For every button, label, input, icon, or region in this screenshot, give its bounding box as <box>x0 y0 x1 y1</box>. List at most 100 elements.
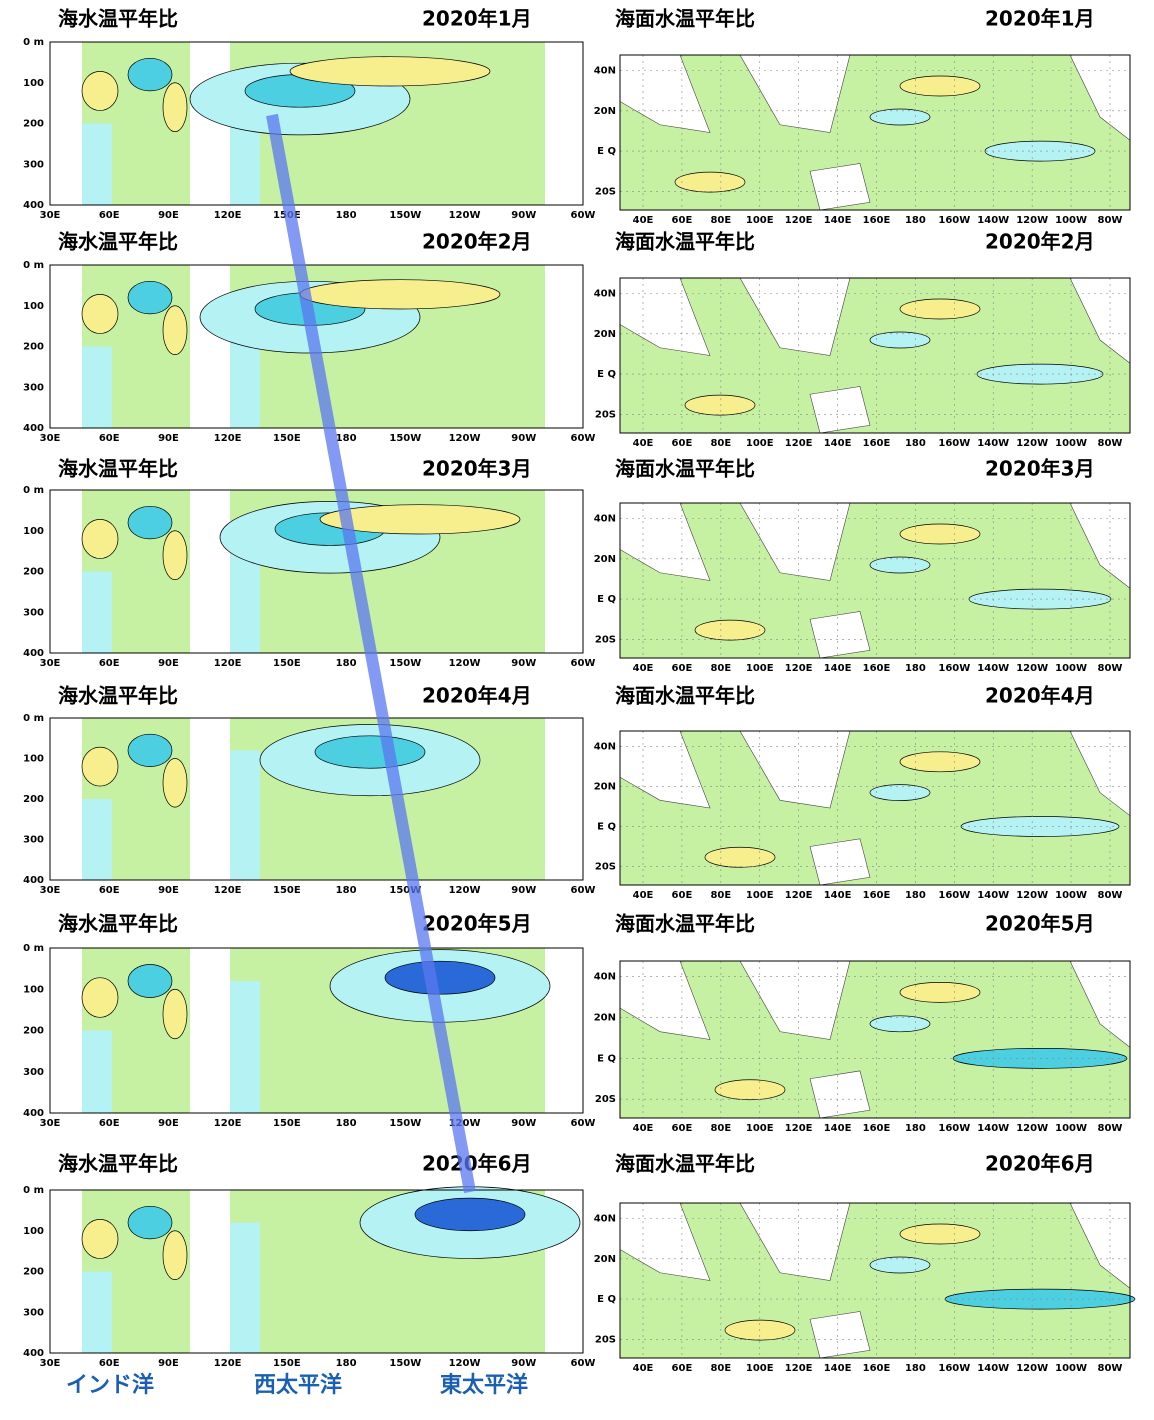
y-tick-label: 400 <box>23 423 44 434</box>
panel-date: 2020年1月 <box>422 7 532 31</box>
cold-blob <box>127 1205 173 1240</box>
cold-pool-core <box>414 1197 526 1232</box>
y-tick-label: 400 <box>23 875 44 886</box>
west-cold <box>230 1222 260 1353</box>
x-tick-label: 90E <box>158 885 179 896</box>
y-tick-label: 300 <box>23 1067 44 1078</box>
x-tick-label: 60E <box>672 438 693 449</box>
warm-anomaly <box>899 298 981 320</box>
indian-cold <box>82 799 112 880</box>
panel-date: 2020年4月 <box>985 684 1095 708</box>
sst-map <box>619 960 1131 1119</box>
x-tick-label: 80W <box>1098 1123 1123 1134</box>
panel-title: 海面水温平年比 <box>615 7 755 31</box>
cold-pool-core <box>314 735 426 769</box>
y-tick-label: 40N <box>594 972 616 983</box>
x-tick-label: 150W <box>389 1118 421 1129</box>
y-tick-label: 0 m <box>23 485 44 496</box>
x-tick-label: 40E <box>633 215 654 226</box>
cold-anomaly <box>869 556 931 574</box>
x-tick-label: 100W <box>1055 1123 1087 1134</box>
x-tick-label: 140W <box>977 663 1009 674</box>
frame <box>619 730 1131 886</box>
warm-anomaly <box>714 1079 786 1101</box>
x-tick-label: 40E <box>633 663 654 674</box>
sst-map <box>619 277 1131 434</box>
y-tick-label: 40N <box>594 66 616 77</box>
y-tick-label: 40N <box>594 514 616 525</box>
x-tick-label: 160E <box>863 890 891 901</box>
y-tick-label: 0 m <box>23 713 44 724</box>
x-tick-label: 140W <box>977 1123 1009 1134</box>
x-tick-label: 60E <box>99 658 120 669</box>
x-tick-label: 60W <box>571 1358 596 1369</box>
cold-blob <box>127 964 173 998</box>
x-tick-label: 180 <box>905 1123 926 1134</box>
land <box>619 54 1131 211</box>
x-tick-label: 120W <box>449 210 481 221</box>
x-tick-label: 30E <box>40 885 61 896</box>
frame <box>49 947 584 1114</box>
y-tick-label: 20S <box>595 409 616 420</box>
y-tick-label: 200 <box>23 119 44 130</box>
warm-blob <box>81 1218 119 1259</box>
y-tick-label: 300 <box>23 1307 44 1318</box>
y-tick-label: 0 m <box>23 1185 44 1196</box>
y-tick-label: 300 <box>23 607 44 618</box>
x-tick-label: 160E <box>863 663 891 674</box>
panel-date: 2020年1月 <box>985 7 1095 31</box>
x-tick-label: 160W <box>938 1363 970 1374</box>
frame <box>49 717 584 881</box>
panel-date: 2020年6月 <box>422 1152 532 1176</box>
y-tick-label: 100 <box>23 301 44 312</box>
x-tick-label: 60E <box>672 890 693 901</box>
west-cold <box>230 981 260 1113</box>
y-tick-label: 100 <box>23 1226 44 1237</box>
warm-band <box>289 56 491 87</box>
x-tick-label: 80E <box>710 890 731 901</box>
x-tick-label: 150W <box>389 658 421 669</box>
y-tick-label: E Q <box>597 821 616 832</box>
x-tick-label: 60E <box>99 885 120 896</box>
warm-blob <box>81 518 119 559</box>
x-tick-label: 100E <box>746 890 774 901</box>
cold-blob <box>127 505 173 540</box>
x-tick-label: 120W <box>449 658 481 669</box>
y-tick-label: 200 <box>23 1267 44 1278</box>
panel-title: 海面水温平年比 <box>615 684 755 708</box>
x-tick-label: 160W <box>938 215 970 226</box>
x-tick-label: 80E <box>710 663 731 674</box>
region-label: 東太平洋 <box>440 1372 528 1398</box>
y-tick-label: 40N <box>594 741 616 752</box>
x-tick-label: 60W <box>571 658 596 669</box>
y-tick-label: 100 <box>23 754 44 765</box>
x-tick-label: 120E <box>214 658 242 669</box>
x-tick-label: 100E <box>746 1363 774 1374</box>
x-tick-label: 60E <box>672 1363 693 1374</box>
y-tick-label: 200 <box>23 794 44 805</box>
y-tick-label: 400 <box>23 1348 44 1359</box>
y-tick-label: E Q <box>597 369 616 380</box>
x-tick-label: 90E <box>158 433 179 444</box>
x-tick-label: 120E <box>214 210 242 221</box>
warm-anomaly <box>694 619 766 641</box>
section-plot <box>49 947 584 1114</box>
sst-map <box>619 54 1131 211</box>
panel-title: 海水温平年比 <box>58 230 178 254</box>
x-tick-label: 90W <box>511 210 536 221</box>
x-tick-label: 160E <box>863 1123 891 1134</box>
x-tick-label: 140W <box>977 1363 1009 1374</box>
panel-date: 2020年2月 <box>422 230 532 254</box>
warm-anomaly <box>899 75 981 97</box>
x-tick-label: 100E <box>746 215 774 226</box>
x-tick-label: 120E <box>785 1363 813 1374</box>
panel-title: 海水温平年比 <box>58 1152 178 1176</box>
y-tick-label: 400 <box>23 648 44 659</box>
x-tick-label: 60W <box>571 885 596 896</box>
y-tick-label: 200 <box>23 1026 44 1037</box>
section-plot <box>49 489 584 654</box>
section-plot <box>49 41 584 206</box>
y-tick-label: 20S <box>595 1334 616 1345</box>
x-tick-label: 150W <box>389 1358 421 1369</box>
warm-blob <box>162 1230 188 1281</box>
